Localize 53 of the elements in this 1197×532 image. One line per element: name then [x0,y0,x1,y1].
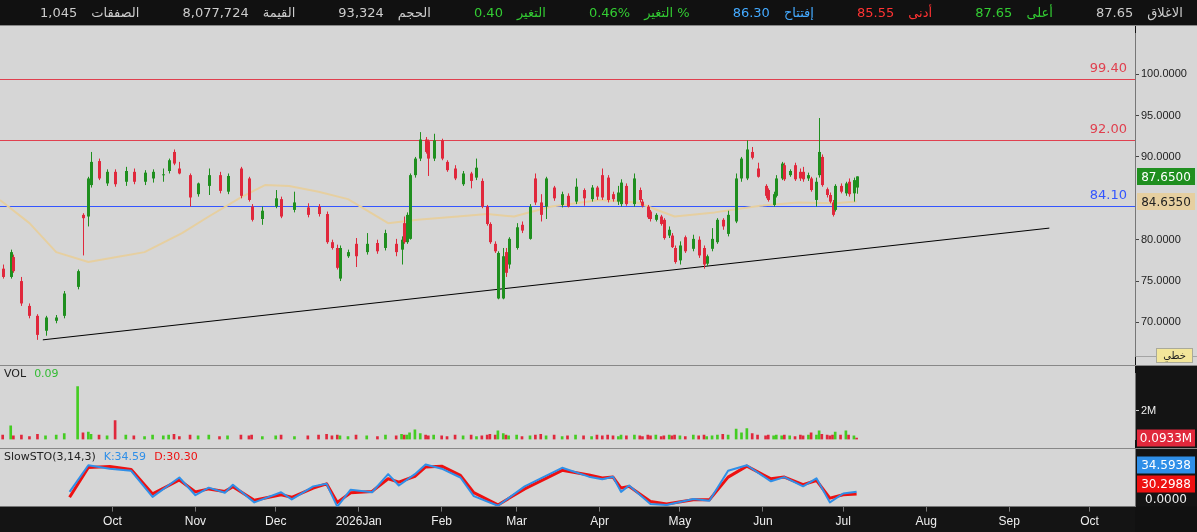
chart-title: VOL [4,367,27,380]
text: القيمة [262,5,296,20]
series-label: D:30.30 [154,450,198,463]
x-tick-label: May [668,514,692,529]
x-tick-label: Aug [915,514,937,529]
y-tick-label: 95.0000 [1141,108,1181,121]
y-tick-label: 100.0000 [1141,67,1187,80]
ref-line-label: 84.10 [1089,187,1127,203]
text: 0.40 [473,5,503,20]
y-tick-label: 2M [1141,403,1157,416]
y-tick-label: 70.0000 [1141,315,1181,328]
text: 30.2988 [1141,477,1191,492]
ref-line-label: 92.00 [1089,121,1127,137]
text: 0.46% [588,5,631,20]
text: 87.6500 [1141,169,1191,184]
annotation: 0.09 [34,367,59,380]
text: الاغلاق [1147,5,1183,20]
text: أعلى [1026,5,1053,20]
text: خطي [1156,348,1193,363]
text: أدنى [908,5,933,20]
text: 86.30 [732,5,770,20]
text: 87.65 [975,5,1013,20]
text: 8,077,724 [182,5,249,20]
text: 84.6350 [1141,194,1191,209]
x-tick-label: Feb [431,514,453,529]
text: 87.65 [1096,5,1134,20]
x-tick-label: Mar [506,514,527,529]
y-tick-label: 75.0000 [1141,274,1181,287]
chart-title: SlowSTO(3,14,3) [4,450,96,463]
x-tick-label: Dec [265,514,287,529]
text: 93,324 [338,5,384,20]
text: الصفقات [91,5,140,20]
ref-line-label: 99.40 [1089,60,1127,76]
x-tick-label: Apr [590,514,609,529]
y-tick-label: 80.0000 [1141,232,1181,245]
x-tick-label: Nov [184,514,207,529]
series-label: K:34.59 [103,450,147,463]
text: 85.55 [857,5,895,20]
x-tick-label: Sep [998,514,1021,529]
text: التغير % [644,5,690,20]
text: 1,045 [40,5,78,20]
x-tick-label: Oct [103,514,123,529]
text: إفتتاح [783,5,814,20]
y-tick-label: 90.0000 [1141,149,1181,162]
x-tick-label: Oct [1080,514,1100,529]
x-tick-label: Jun [753,514,773,529]
x-tick-label: Jul [835,514,851,529]
text: التغير [516,5,546,20]
text: 0.0000 [1145,491,1187,506]
x-tick-label: 2026Jan [335,514,382,529]
text: 0.0933M [1139,431,1193,446]
text: 34.5938 [1141,458,1191,473]
text: الحجم [397,5,431,20]
